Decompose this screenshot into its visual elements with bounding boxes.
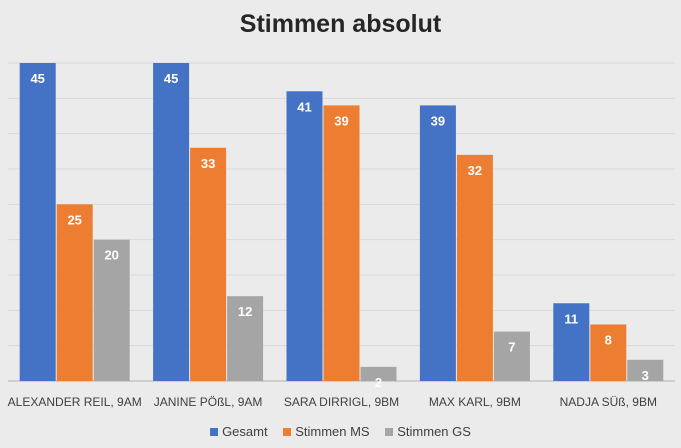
- data-label: 8: [605, 332, 612, 347]
- data-label: 7: [508, 340, 515, 355]
- x-tick-label: SARA DIRRIGL, 9BM: [284, 395, 399, 409]
- data-label: 25: [67, 212, 81, 227]
- x-tick-label: MAX KARL, 9BM: [429, 395, 521, 409]
- data-label: 45: [30, 71, 44, 86]
- bar-stimmen-ms-max-karl-9bm: [456, 154, 493, 381]
- legend-label-gesamt: Gesamt: [222, 424, 268, 439]
- x-tick-label: JANINE PÖßL, 9AM: [154, 395, 263, 409]
- bar-stimmen-gs-nadja-s-9bm: [627, 359, 664, 381]
- data-label: 33: [201, 156, 215, 171]
- data-label: 39: [431, 113, 445, 128]
- legend-item-stimmen-ms: Stimmen MS: [283, 424, 370, 439]
- data-label: 2: [375, 375, 382, 390]
- x-tick-label: NADJA SÜß, 9BM: [560, 395, 657, 409]
- bar-stimmen-gs-sara-dirrigl-9bm: [360, 366, 397, 381]
- data-label: 20: [104, 248, 118, 263]
- data-label: 3: [642, 368, 649, 383]
- bar-stimmen-ms-sara-dirrigl-9bm: [323, 105, 360, 382]
- legend-label-stimmen-ms: Stimmen MS: [295, 424, 370, 439]
- chart-title: Stimmen absolut: [239, 10, 442, 38]
- bar-stimmen-ms-janine-p-l-9am: [190, 147, 227, 381]
- legend-label-stimmen-gs: Stimmen GS: [397, 424, 471, 439]
- bar-gesamt-max-karl-9bm: [419, 105, 456, 382]
- bar-stimmen-gs-max-karl-9bm: [493, 331, 530, 381]
- bar-stimmen-gs-janine-p-l-9am: [227, 296, 264, 381]
- data-label: 32: [468, 163, 482, 178]
- chart-legend: Gesamt Stimmen MS Stimmen GS: [0, 424, 681, 439]
- data-label: 11: [564, 311, 578, 326]
- bar-gesamt-nadja-s-9bm: [553, 303, 590, 381]
- bar-stimmen-ms-alexander-reil-9am: [56, 204, 93, 381]
- legend-swatch-stimmen-gs: [385, 427, 394, 436]
- legend-item-gesamt: Gesamt: [210, 424, 268, 439]
- legend-swatch-stimmen-ms: [283, 427, 292, 436]
- bar-stimmen-ms-nadja-s-9bm: [590, 324, 627, 381]
- bar-gesamt-janine-p-l-9am: [153, 63, 190, 381]
- x-tick-label: ALEXANDER REIL, 9AM: [8, 395, 142, 409]
- data-label: 45: [164, 71, 178, 86]
- bar-gesamt-sara-dirrigl-9bm: [286, 91, 323, 382]
- legend-swatch-gesamt: [210, 427, 219, 436]
- bar-gesamt-alexander-reil-9am: [19, 63, 56, 381]
- legend-item-stimmen-gs: Stimmen GS: [385, 424, 471, 439]
- bar-stimmen-gs-alexander-reil-9am: [93, 239, 130, 381]
- data-label: 41: [297, 99, 311, 114]
- data-label: 39: [334, 113, 348, 128]
- data-label: 12: [238, 304, 252, 319]
